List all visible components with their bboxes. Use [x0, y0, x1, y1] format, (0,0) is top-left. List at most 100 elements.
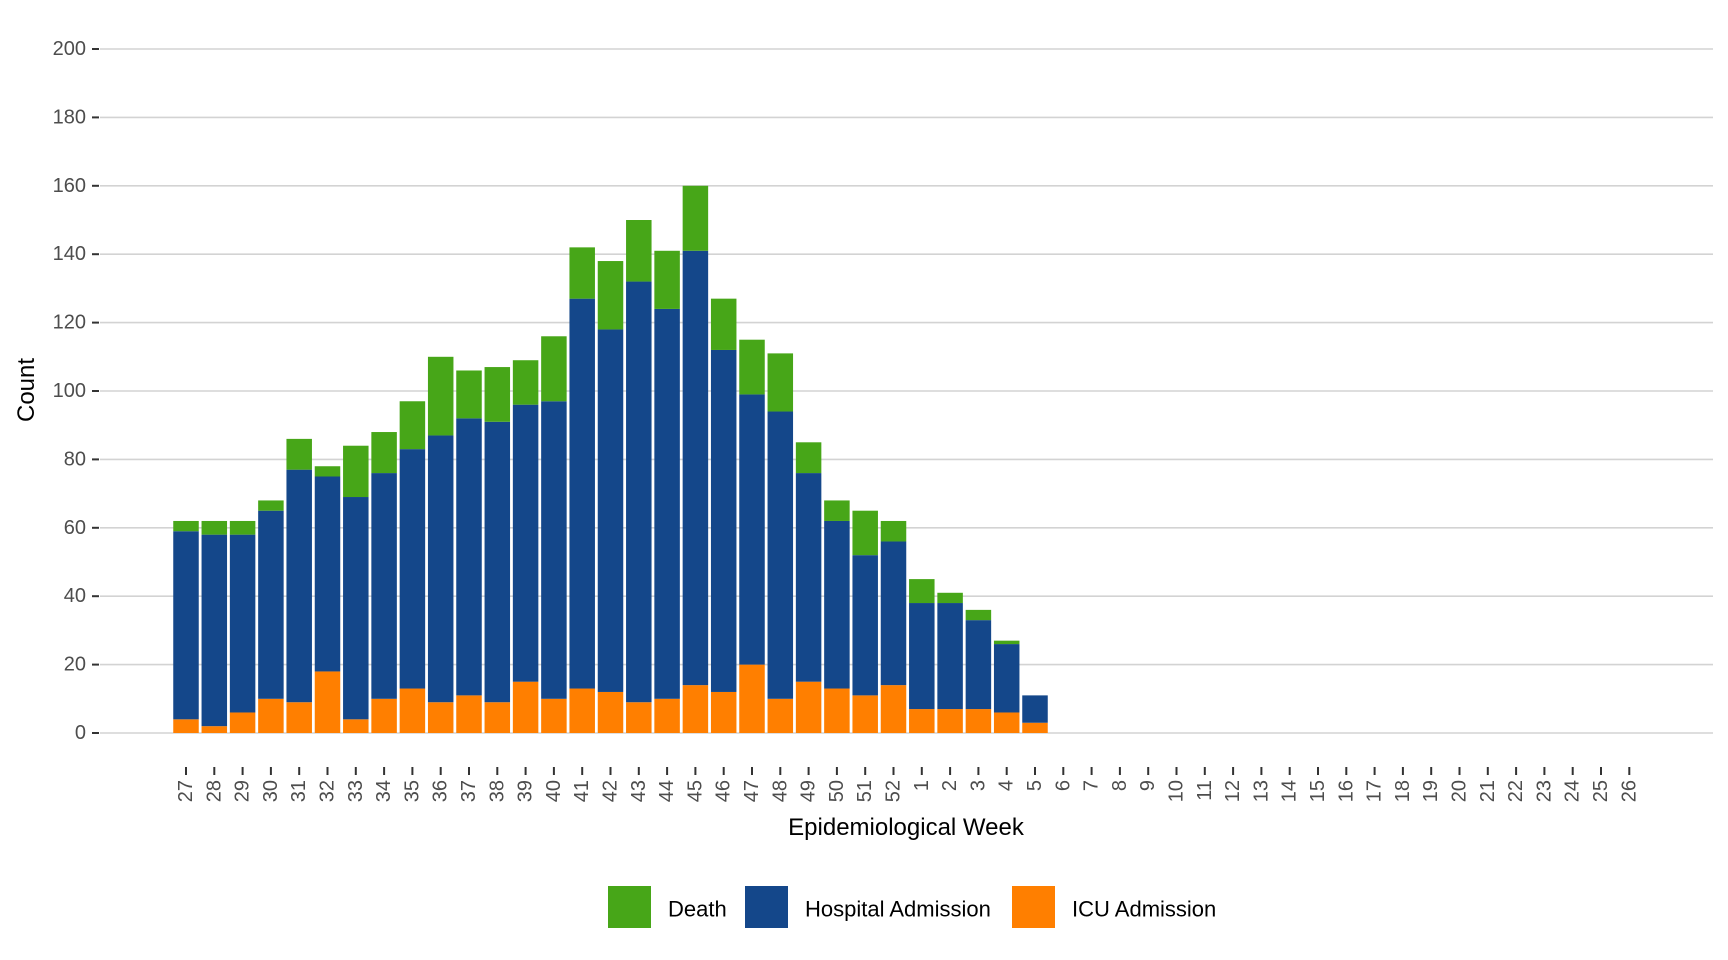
bar-stack-week-51: [852, 510, 878, 733]
bar-death: [739, 339, 765, 395]
bar-hospital-admission: [427, 435, 454, 703]
bar-hospital-admission: [258, 510, 284, 699]
bar-stack-week-43: [626, 220, 652, 733]
bar-icu-admission: [229, 712, 256, 733]
bar-hospital-admission: [739, 394, 765, 665]
x-axis: 27 28 29 30 31 32 33 34 35 36 37 38 39 40 41 42 43 44 45 46…: [175, 767, 1640, 802]
x-tick-label: 28: [203, 780, 225, 802]
bar-death: [173, 520, 199, 532]
bar-icu-admission: [824, 688, 850, 733]
bar-stack-week-39: [512, 360, 539, 733]
bar-hospital-admission: [909, 603, 935, 710]
bar-stack-week-5: [1022, 695, 1048, 733]
x-tick-label: 40: [543, 780, 565, 802]
bar-hospital-admission: [173, 531, 199, 720]
bar-hospital-admission: [399, 449, 426, 689]
x-tick-label: 50: [826, 780, 848, 802]
bar-hospital-admission: [767, 411, 794, 699]
x-tick-label: 34: [373, 780, 395, 802]
bar-hospital-admission: [852, 555, 878, 696]
bar-stack-week-31: [286, 438, 312, 733]
y-tick-label: 120: [53, 312, 86, 334]
y-tick-label: 0: [75, 722, 86, 744]
bar-stack-week-38: [484, 367, 511, 733]
bar-stack-week-34: [371, 432, 397, 733]
x-tick-label: 5: [1024, 780, 1046, 791]
legend-item-hospital-admission: Hospital Admission: [745, 886, 991, 928]
bar-hospital-admission: [654, 308, 680, 699]
x-tick-label: 29: [232, 780, 254, 802]
x-tick-label: 43: [628, 780, 650, 802]
legend-swatch: [745, 886, 788, 928]
bar-hospital-admission: [937, 603, 963, 710]
bar-hospital-admission: [710, 349, 737, 692]
bar-hospital-admission: [682, 250, 709, 686]
y-axis-title: Count: [13, 358, 40, 422]
bar-stack-week-45: [682, 185, 709, 733]
bar-hospital-admission: [965, 620, 992, 710]
x-tick-label: 36: [430, 780, 452, 802]
bar-hospital-admission: [824, 520, 850, 689]
bar-icu-admission: [937, 709, 963, 733]
x-tick-label: 47: [741, 780, 763, 802]
bar-stack-week-27: [173, 520, 199, 733]
x-tick-label: 17: [1364, 780, 1386, 802]
y-axis: 0 20 40 60 80 100 120 140 160 180 200: [53, 38, 99, 744]
y-tick-label: 20: [64, 654, 86, 676]
bar-stack-week-28: [201, 520, 228, 733]
bar-death: [569, 247, 595, 299]
legend-label: Hospital Admission: [805, 897, 991, 922]
bar-hospital-admission: [343, 497, 369, 720]
x-tick-label: 3: [967, 780, 989, 791]
x-tick-label: 11: [1194, 780, 1216, 801]
x-tick-label: 48: [769, 780, 791, 802]
bar-stack-week-40: [541, 336, 567, 733]
y-tick-label: 200: [53, 38, 86, 60]
bar-icu-admission: [371, 698, 397, 733]
bar-stack-week-32: [314, 466, 341, 733]
bar-icu-admission: [314, 671, 341, 733]
x-tick-label: 27: [175, 780, 197, 802]
x-tick-label: 23: [1533, 780, 1555, 802]
bar-hospital-admission: [314, 476, 341, 672]
bar-icu-admission: [993, 712, 1020, 733]
legend-item-death: Death: [608, 886, 727, 928]
bar-stack-week-41: [569, 247, 595, 733]
bar-icu-admission: [767, 698, 794, 733]
x-tick-label: 24: [1562, 780, 1584, 802]
bar-death: [937, 592, 963, 604]
bar-stack-week-1: [909, 579, 935, 733]
bar-stack-week-29: [229, 520, 256, 733]
bar-stack-week-36: [427, 356, 454, 733]
bar-hospital-admission: [569, 298, 595, 689]
bars: [173, 185, 1048, 733]
x-tick-label: 42: [600, 780, 622, 802]
bar-death: [710, 298, 737, 350]
bar-stack-week-48: [767, 353, 794, 733]
x-tick-label: 13: [1250, 780, 1272, 802]
y-tick-label: 100: [53, 380, 86, 402]
y-tick-label: 140: [53, 243, 86, 265]
x-tick-label: 18: [1392, 780, 1414, 802]
bar-icu-admission: [201, 726, 228, 733]
bar-icu-admission: [427, 702, 454, 733]
gridlines: [100, 48, 1713, 734]
x-tick-label: 37: [458, 780, 480, 802]
bar-icu-admission: [456, 695, 482, 733]
bar-death: [229, 520, 256, 535]
bar-death: [965, 609, 992, 621]
bar-icu-admission: [258, 698, 284, 733]
bar-icu-admission: [852, 695, 878, 733]
bar-death: [909, 579, 935, 604]
bar-stack-week-3: [965, 609, 992, 733]
bar-hospital-admission: [541, 401, 567, 699]
bar-death: [795, 442, 822, 474]
bar-death: [427, 356, 454, 436]
bar-death: [852, 510, 878, 556]
x-tick-label: 26: [1618, 780, 1640, 802]
bar-stack-week-42: [597, 261, 624, 733]
bar-icu-admission: [626, 702, 652, 733]
x-tick-label: 39: [515, 780, 537, 802]
legend-label: ICU Admission: [1072, 897, 1216, 922]
